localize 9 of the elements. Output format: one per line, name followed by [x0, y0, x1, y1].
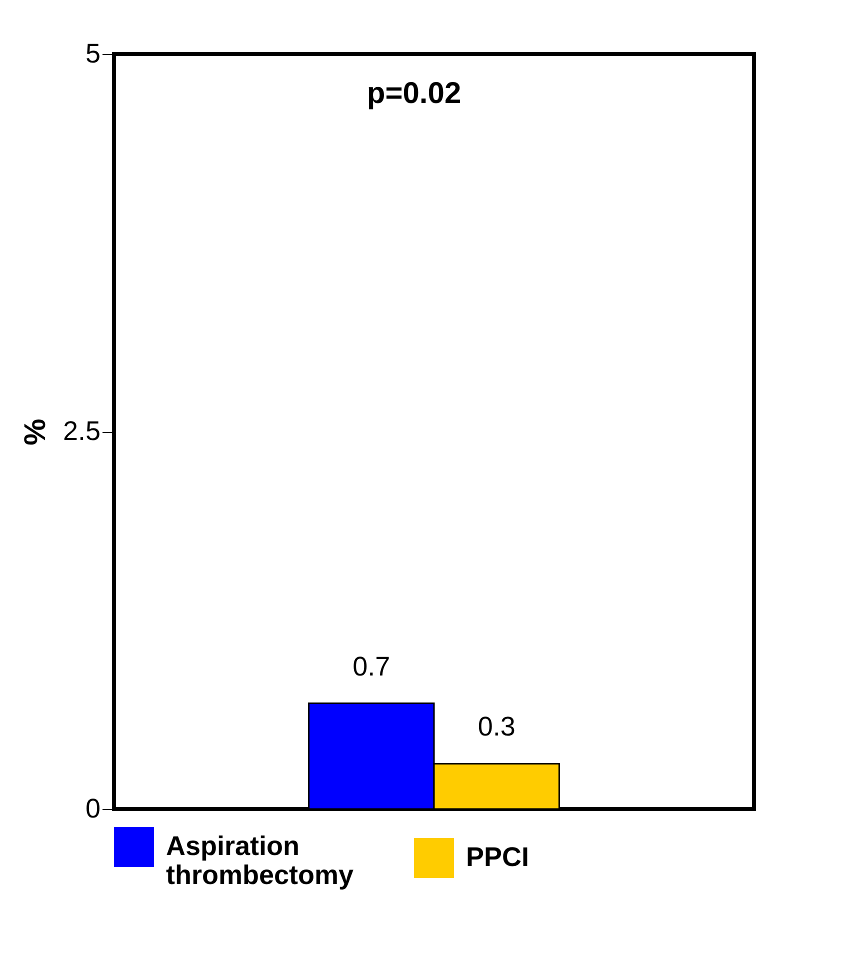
- y-tick-label: 5: [85, 38, 100, 68]
- y-tick-label: 2.5: [62, 416, 100, 446]
- legend-label: PPCI: [466, 842, 530, 872]
- data-label: 0.3: [478, 712, 516, 742]
- legend-label: Aspiration thrombectomy: [166, 831, 354, 890]
- data-label: 0.7: [352, 651, 390, 682]
- annotation: p=0.02: [366, 77, 462, 110]
- y-axis-title: %: [18, 418, 52, 446]
- y-tick-label: 0: [85, 794, 100, 824]
